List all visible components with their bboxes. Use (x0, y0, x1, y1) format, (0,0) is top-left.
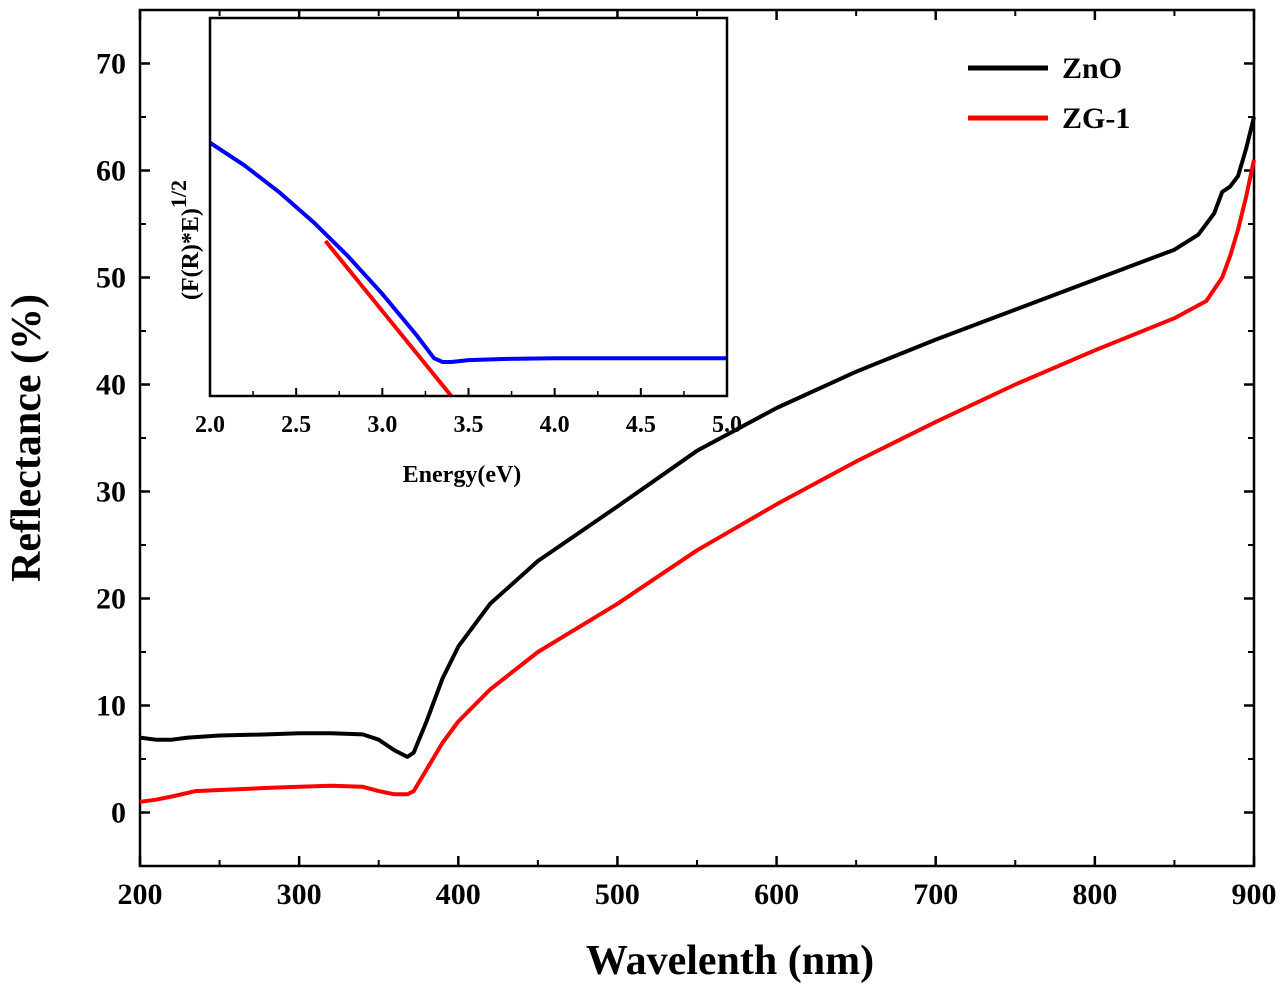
inset-series-line-tangent-fit (323, 239, 453, 396)
y-axis-title: Reflectance (%) (4, 294, 50, 582)
x-tick-label: 200 (118, 878, 163, 911)
main-series (139, 116, 1256, 804)
inset-x-tick-label: 3.0 (367, 412, 397, 438)
inset-x-tick-label: 4.0 (540, 412, 570, 438)
y-tick-label: 10 (96, 690, 126, 723)
y-tick-label: 0 (111, 797, 126, 830)
x-tick-label: 700 (913, 878, 958, 911)
series-line-zg1 (139, 159, 1256, 804)
inset-x-tick-label: 2.5 (281, 412, 311, 438)
inset-frame (208, 16, 729, 398)
inset-x-tick-label: 4.5 (626, 412, 656, 438)
x-axis-title: Wavelenth (nm) (586, 938, 874, 984)
legend-label-zg1: ZG-1 (1062, 102, 1130, 135)
y-tick-label: 60 (96, 155, 126, 188)
inset-y-axis-title: (F(R)*E)1/2 (166, 180, 204, 300)
inset-chart: 2.0 2.5 3.0 3.5 4.0 4.5 5.0 Energy(eV) (F(R)*E… (166, 16, 742, 488)
inset-x-tick-label: 3.5 (454, 412, 484, 438)
x-tick-label: 400 (436, 878, 481, 911)
x-tick-label: 800 (1072, 878, 1117, 911)
y-tick-label: 50 (96, 262, 126, 295)
legend: ZnO ZG-1 (968, 52, 1130, 135)
y-tick-label: 20 (96, 583, 126, 616)
inset-series (210, 141, 727, 396)
y-tick-label: 70 (96, 48, 126, 81)
y-tick-label: 30 (96, 476, 126, 509)
inset-x-tick-label: 2.0 (195, 412, 225, 438)
x-tick-label: 600 (754, 878, 799, 911)
main-axes: 200 300 400 500 600 700 800 900 0 10 20 30 40 50 60 70 (96, 9, 1277, 911)
inset-background (210, 18, 727, 396)
x-tick-label: 500 (595, 878, 640, 911)
x-tick-label: 900 (1232, 878, 1277, 911)
y-tick-label: 40 (96, 369, 126, 402)
series-line-zno (139, 116, 1256, 759)
inset-x-axis-title: Energy(eV) (403, 462, 522, 488)
inset-y-axis-title-superscript: 1/2 (166, 180, 191, 208)
inset-axes: 2.0 2.5 3.0 3.5 4.0 4.5 5.0 (195, 388, 742, 438)
x-tick-label: 300 (277, 878, 322, 911)
legend-label-zno: ZnO (1062, 52, 1122, 85)
inset-x-tick-label: 5.0 (712, 412, 742, 438)
inset-series-line-absorption (210, 141, 727, 364)
inset-y-axis-title-main: (F(R)*E) (178, 208, 204, 300)
